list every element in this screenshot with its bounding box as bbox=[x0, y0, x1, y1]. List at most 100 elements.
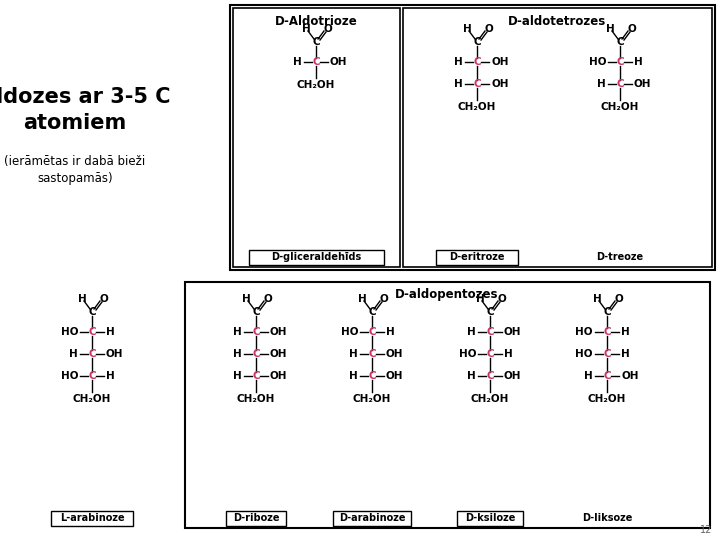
Text: D-treoze: D-treoze bbox=[596, 252, 644, 262]
Text: O: O bbox=[264, 294, 272, 304]
Text: CH₂OH: CH₂OH bbox=[237, 394, 275, 404]
Text: OH: OH bbox=[386, 371, 403, 381]
Text: C: C bbox=[486, 371, 494, 381]
Text: H: H bbox=[593, 294, 601, 304]
Text: CH₂OH: CH₂OH bbox=[297, 80, 336, 90]
Text: C: C bbox=[603, 307, 611, 317]
Text: HO: HO bbox=[60, 371, 78, 381]
Text: C: C bbox=[616, 57, 624, 67]
Bar bbox=[51, 510, 133, 525]
Text: L-arabinoze: L-arabinoze bbox=[60, 513, 125, 523]
Text: OH: OH bbox=[270, 371, 287, 381]
Text: D-riboze: D-riboze bbox=[233, 513, 279, 523]
Text: C: C bbox=[473, 79, 481, 89]
Text: C: C bbox=[312, 37, 320, 47]
Text: H: H bbox=[78, 294, 86, 304]
Text: C: C bbox=[252, 307, 260, 317]
Text: C: C bbox=[252, 349, 260, 359]
Text: OH: OH bbox=[621, 371, 639, 381]
Text: OH: OH bbox=[491, 79, 508, 89]
Text: H: H bbox=[302, 24, 310, 34]
Bar bbox=[248, 249, 384, 265]
Text: C: C bbox=[312, 57, 320, 67]
Text: H: H bbox=[386, 327, 395, 337]
Text: OH: OH bbox=[330, 57, 348, 67]
Text: H: H bbox=[106, 371, 114, 381]
Text: H: H bbox=[467, 371, 476, 381]
Text: H: H bbox=[293, 57, 302, 67]
Text: D-aldopentozes: D-aldopentozes bbox=[395, 288, 499, 301]
Text: H: H bbox=[454, 57, 463, 67]
Text: D-aldotetrozes: D-aldotetrozes bbox=[508, 15, 606, 28]
Bar bbox=[403, 8, 712, 267]
Text: H: H bbox=[69, 349, 78, 359]
Text: H: H bbox=[233, 349, 242, 359]
Text: C: C bbox=[616, 37, 624, 47]
Text: HO: HO bbox=[588, 57, 606, 67]
Text: CH₂OH: CH₂OH bbox=[458, 102, 496, 112]
Text: C: C bbox=[616, 79, 624, 89]
Text: O: O bbox=[379, 294, 388, 304]
Text: H: H bbox=[233, 327, 242, 337]
Text: H: H bbox=[598, 79, 606, 89]
Text: C: C bbox=[603, 371, 611, 381]
Text: C: C bbox=[603, 349, 611, 359]
Text: H: H bbox=[242, 294, 251, 304]
Text: HO: HO bbox=[341, 327, 358, 337]
Bar bbox=[233, 8, 400, 267]
Text: 12: 12 bbox=[700, 525, 712, 535]
Text: H: H bbox=[621, 327, 630, 337]
Bar bbox=[185, 282, 710, 528]
Text: C: C bbox=[88, 349, 96, 359]
Text: H: H bbox=[634, 57, 643, 67]
Text: Aldozes ar 3-5 C
atomiem: Aldozes ar 3-5 C atomiem bbox=[0, 87, 170, 133]
Text: HO: HO bbox=[575, 349, 593, 359]
Text: H: H bbox=[504, 349, 513, 359]
Text: D-arabinoze: D-arabinoze bbox=[338, 513, 405, 523]
Text: HO: HO bbox=[60, 327, 78, 337]
Text: O: O bbox=[615, 294, 624, 304]
Text: OH: OH bbox=[270, 327, 287, 337]
Text: (ierāmētas ir dabā bieži
sastopamās): (ierāmētas ir dabā bieži sastopamās) bbox=[4, 155, 145, 185]
Text: OH: OH bbox=[504, 327, 521, 337]
Text: C: C bbox=[88, 327, 96, 337]
Text: OH: OH bbox=[106, 349, 124, 359]
Text: C: C bbox=[368, 327, 376, 337]
Text: H: H bbox=[349, 349, 358, 359]
Text: H: H bbox=[584, 371, 593, 381]
Text: C: C bbox=[603, 327, 611, 337]
Text: D-ksiloze: D-ksiloze bbox=[465, 513, 516, 523]
Text: H: H bbox=[454, 79, 463, 89]
Text: C: C bbox=[252, 327, 260, 337]
Text: C: C bbox=[368, 371, 376, 381]
Text: H: H bbox=[621, 349, 630, 359]
Text: O: O bbox=[99, 294, 109, 304]
Text: C: C bbox=[88, 307, 96, 317]
Text: C: C bbox=[88, 371, 96, 381]
Text: H: H bbox=[467, 327, 476, 337]
Text: HO: HO bbox=[459, 349, 476, 359]
Text: H: H bbox=[349, 371, 358, 381]
Text: O: O bbox=[485, 24, 493, 34]
Text: OH: OH bbox=[386, 349, 403, 359]
Text: C: C bbox=[473, 57, 481, 67]
Text: D-eritroze: D-eritroze bbox=[449, 252, 505, 262]
Text: D-Aldotrioze: D-Aldotrioze bbox=[274, 15, 357, 28]
Text: H: H bbox=[463, 24, 472, 34]
Text: O: O bbox=[628, 24, 636, 34]
Text: C: C bbox=[368, 307, 376, 317]
Text: OH: OH bbox=[504, 371, 521, 381]
Bar bbox=[436, 249, 518, 265]
Bar bbox=[230, 5, 715, 270]
Bar bbox=[457, 510, 523, 525]
Text: C: C bbox=[486, 327, 494, 337]
Text: H: H bbox=[233, 371, 242, 381]
Text: HO: HO bbox=[575, 327, 593, 337]
Text: O: O bbox=[323, 24, 333, 34]
Text: OH: OH bbox=[491, 57, 508, 67]
Text: C: C bbox=[473, 37, 481, 47]
Text: OH: OH bbox=[634, 79, 652, 89]
Text: H: H bbox=[358, 294, 366, 304]
Text: D-gliceraldehīds: D-gliceraldehīds bbox=[271, 252, 361, 262]
Text: CH₂OH: CH₂OH bbox=[588, 394, 626, 404]
